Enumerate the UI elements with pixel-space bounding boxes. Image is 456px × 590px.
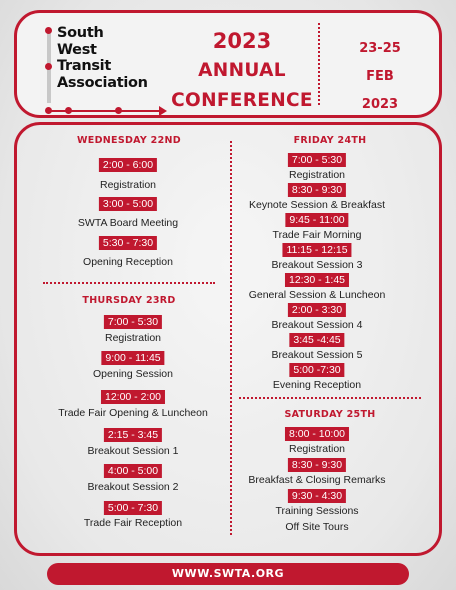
column-divider xyxy=(230,141,232,535)
day-heading-wednesday: WEDNESDAY 22ND xyxy=(77,135,181,146)
time-slot: 7:00 - 5:30 xyxy=(287,153,347,167)
time-slot: 4:00 - 5:00 xyxy=(103,464,163,478)
conference-title: 2023 ANNUAL CONFERENCE xyxy=(167,26,317,116)
schedule-panel: WEDNESDAY 22ND 2:00 - 6:00 Registration … xyxy=(14,122,442,556)
logo-dot xyxy=(45,63,52,70)
time-slot: 8:00 - 10:00 xyxy=(284,427,350,441)
time-slot: 8:30 - 9:30 xyxy=(287,458,347,472)
dates-year: 2023 xyxy=(361,97,399,112)
time-slot: 7:00 - 5:30 xyxy=(103,315,163,329)
time-slot: 3:45 -4:45 xyxy=(289,333,345,347)
session-label: SWTA Board Meeting xyxy=(77,217,179,229)
logo-line-2: West xyxy=(57,41,97,58)
title-line-1: ANNUAL xyxy=(198,60,286,81)
header-divider xyxy=(318,23,320,105)
session-label: Evening Reception xyxy=(272,379,362,391)
day-heading-thursday: THURSDAY 23RD xyxy=(82,295,176,306)
logo-line-4: Association xyxy=(57,74,148,91)
session-label: Trade Fair Morning xyxy=(272,229,362,241)
logo-dot xyxy=(45,107,52,114)
session-label: Breakout Session 4 xyxy=(271,319,363,331)
time-slot: 12:30 - 1:45 xyxy=(284,273,350,287)
right-divider xyxy=(239,397,421,399)
logo-line-3: Transit xyxy=(57,58,111,74)
swta-logo: South West Transit Association xyxy=(45,25,170,117)
day-heading-friday: FRIDAY 24TH xyxy=(293,135,367,146)
time-slot: 2:15 - 3:45 xyxy=(103,428,163,442)
time-slot: 2:00 - 6:00 xyxy=(98,158,158,172)
session-label: Registration xyxy=(288,169,346,181)
session-label: Breakout Session 5 xyxy=(271,349,363,361)
session-label: Opening Session xyxy=(93,368,173,380)
time-slot: 9:30 - 4:30 xyxy=(287,489,347,503)
logo-text: South West Transit Association xyxy=(57,25,148,91)
time-slot: 12:00 - 2:00 xyxy=(100,390,166,404)
session-label: Trade Fair Opening & Luncheon xyxy=(58,407,208,419)
session-label: Registration xyxy=(99,179,157,191)
time-slot: 3:00 - 5:00 xyxy=(98,197,158,211)
session-label: Registration xyxy=(104,332,162,344)
dates-month: FEB xyxy=(366,69,394,84)
time-slot: 5:30 - 7:30 xyxy=(98,236,158,250)
time-slot: 5:00 -7:30 xyxy=(289,363,345,377)
session-label: Registration xyxy=(288,443,346,455)
session-label: Trade Fair Reception xyxy=(83,517,183,529)
session-label: Opening Reception xyxy=(83,256,173,268)
arrow-right-icon xyxy=(159,106,167,116)
session-label: Breakout Session 1 xyxy=(87,445,179,457)
title-year: 2023 xyxy=(212,29,272,53)
dates-days: 23-25 xyxy=(359,41,401,56)
time-slot: 9:45 - 11:00 xyxy=(285,213,349,227)
session-label: Breakout Session 3 xyxy=(271,259,363,271)
session-label: Off Site Tours xyxy=(285,521,349,533)
left-divider xyxy=(43,282,215,284)
time-slot: 5:00 - 7:30 xyxy=(103,501,163,515)
session-label: Breakfast & Closing Remarks xyxy=(248,474,386,486)
logo-line xyxy=(49,110,161,112)
website-link[interactable]: WWW.SWTA.ORG xyxy=(47,563,409,585)
time-slot: 8:30 - 9:30 xyxy=(287,183,347,197)
session-label: Breakout Session 2 xyxy=(87,481,179,493)
session-label: General Session & Luncheon xyxy=(248,289,386,301)
session-label: Keynote Session & Breakfast xyxy=(249,199,385,211)
header-panel: South West Transit Association 2023 ANNU… xyxy=(14,10,442,118)
time-slot: 2:00 - 3:30 xyxy=(287,303,347,317)
title-line-2: CONFERENCE xyxy=(171,90,313,111)
time-slot: 9:00 - 11:45 xyxy=(101,351,165,365)
day-heading-saturday: SATURDAY 25TH xyxy=(284,409,376,420)
logo-dot xyxy=(45,27,52,34)
logo-line-1: South xyxy=(57,25,104,41)
time-slot: 11:15 - 12:15 xyxy=(282,243,352,257)
session-label: Training Sessions xyxy=(275,505,359,517)
conference-dates: 23-25 FEB 2023 xyxy=(325,35,435,119)
